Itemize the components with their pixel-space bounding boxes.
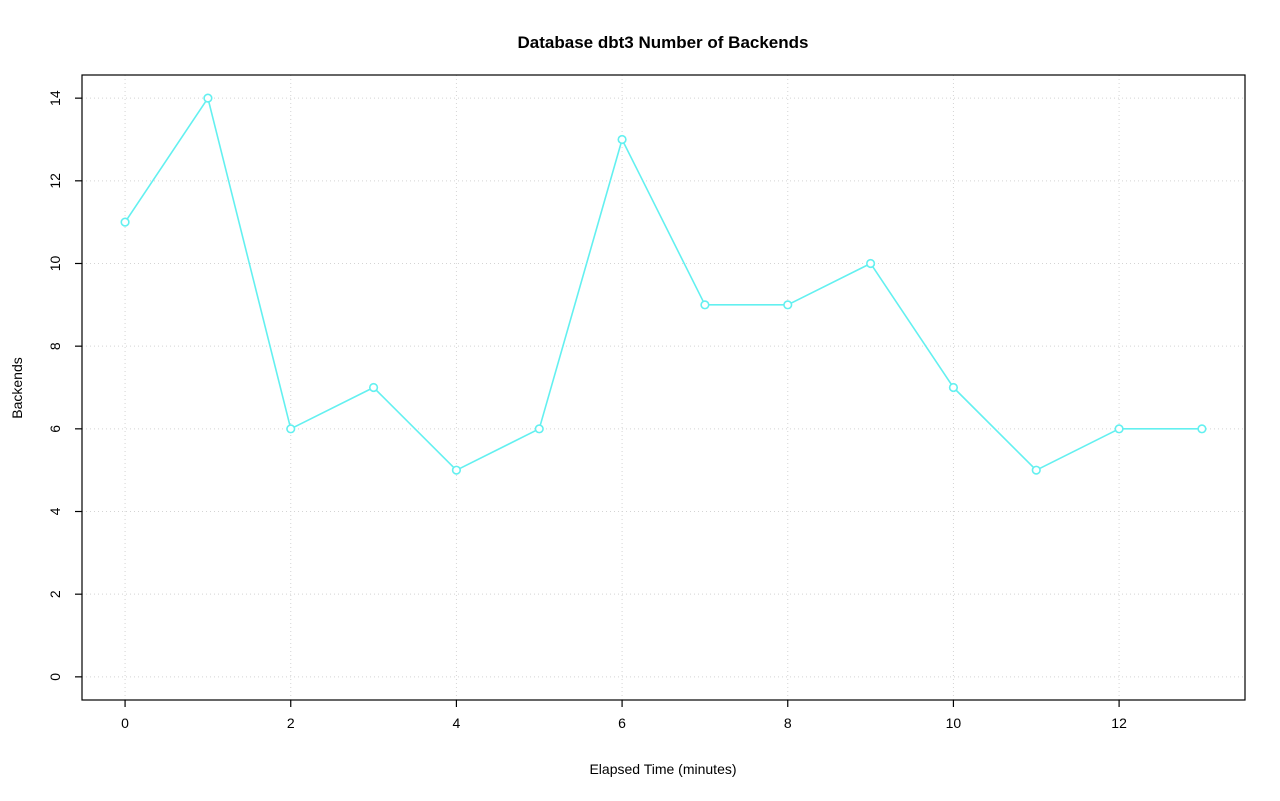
- data-point: [534, 424, 544, 434]
- data-point: [1114, 424, 1124, 434]
- plot-layers: 0 2 4 6 8 10 12 0 2 4 6 8 10 12 14: [47, 74, 1246, 731]
- data-point: [700, 300, 710, 310]
- data-point: [203, 93, 213, 103]
- x-tick-label: 10: [946, 715, 962, 731]
- data-point: [783, 300, 793, 310]
- data-point: [120, 217, 130, 227]
- data-point: [617, 134, 627, 145]
- data-point: [948, 382, 959, 393]
- x-tick-label: 8: [784, 715, 792, 731]
- plot-box: [81, 74, 1246, 701]
- data-point: [1197, 424, 1207, 434]
- y-tick-label: 6: [47, 425, 63, 433]
- data-point: [368, 382, 379, 393]
- data-point: [451, 465, 462, 475]
- series-line: [124, 97, 1202, 471]
- x-tick-label: 0: [121, 715, 129, 731]
- y-tick-label: 8: [47, 342, 63, 350]
- y-tick-label: 10: [47, 255, 63, 271]
- y-axis-title: Backends: [9, 357, 25, 418]
- data-point: [1031, 465, 1041, 475]
- x-tick-label: 4: [453, 715, 461, 731]
- x-tick-label: 6: [618, 715, 626, 731]
- chart-title: Database dbt3 Number of Backends: [518, 33, 809, 52]
- y-tick-label: 2: [47, 590, 63, 598]
- x-tick-label: 2: [287, 715, 295, 731]
- x-tick-label: 12: [1111, 715, 1127, 731]
- data-point: [286, 424, 296, 434]
- y-tick-label: 4: [47, 507, 63, 515]
- y-tick-label: 0: [47, 673, 63, 681]
- data-point: [865, 258, 876, 269]
- y-tick-label: 14: [47, 90, 63, 106]
- x-axis-title: Elapsed Time (minutes): [589, 761, 736, 777]
- y-tick-label: 12: [47, 173, 63, 189]
